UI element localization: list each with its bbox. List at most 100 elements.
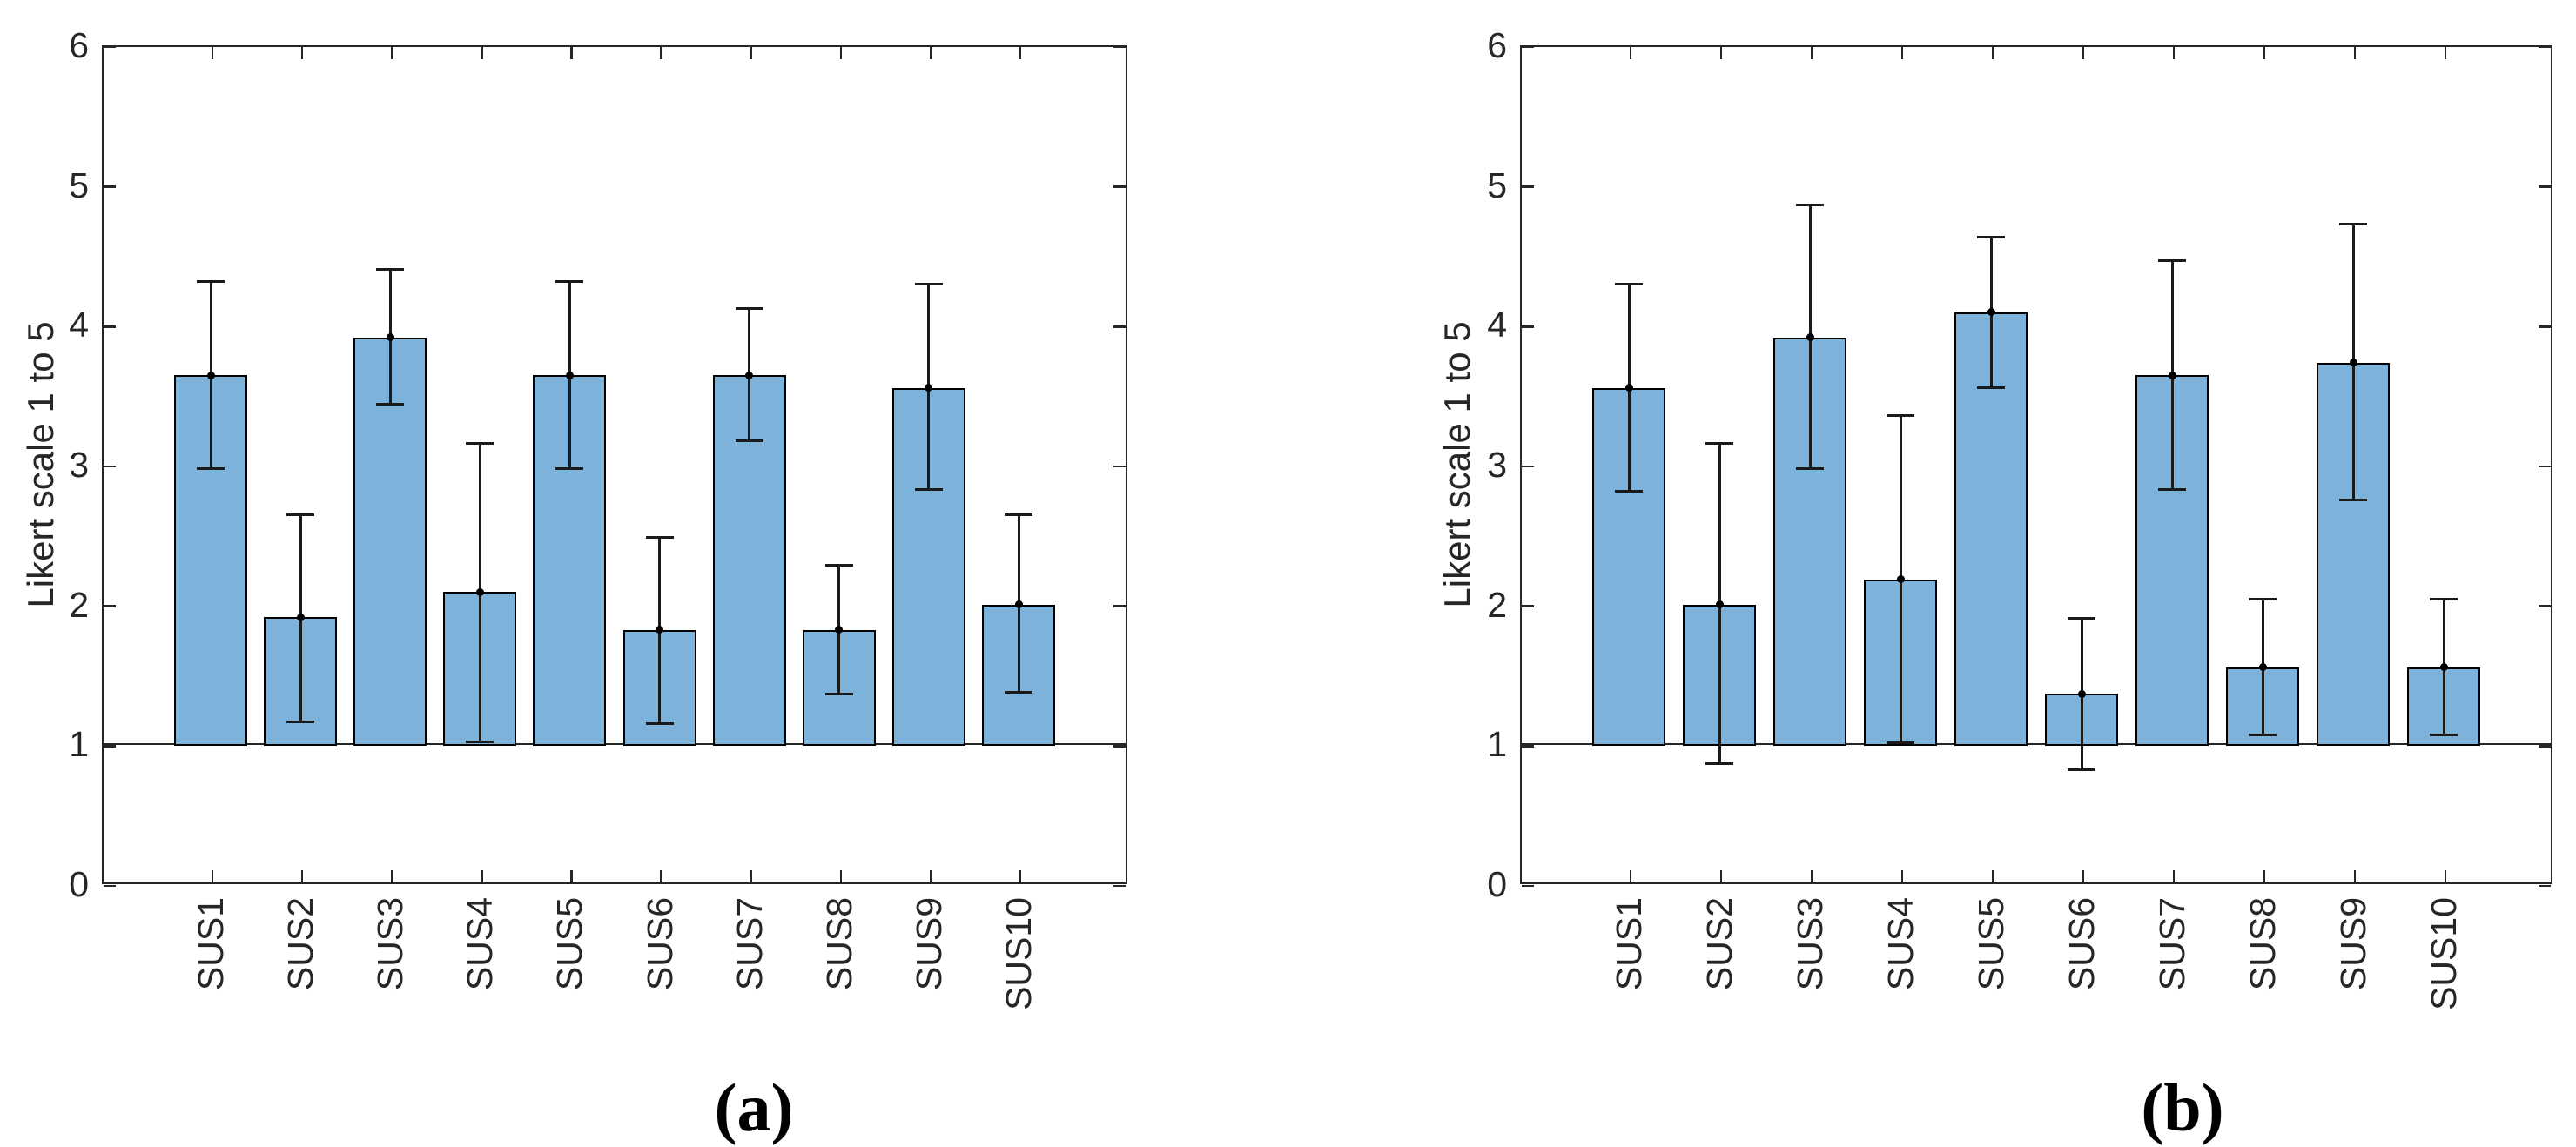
x-tick-label-SUS5: SUS5 (1971, 897, 2011, 991)
error-cap-top-SUS2 (1705, 442, 1733, 446)
mean-marker-SUS8 (2258, 663, 2267, 672)
mean-marker-SUS10 (1014, 600, 1023, 609)
error-cap-bottom-SUS4 (1887, 741, 1914, 745)
error-cap-bottom-SUS7 (2158, 488, 2186, 492)
x-tick-bottom (570, 870, 573, 882)
y-tick-right (1113, 884, 1126, 888)
error-cap-top-SUS3 (1796, 203, 1824, 206)
error-cap-top-SUS4 (1887, 414, 1914, 418)
x-tick-bottom (1629, 870, 1632, 882)
x-tick-top (929, 47, 932, 59)
x-tick-label-SUS5: SUS5 (549, 897, 590, 991)
plot-area-b (1520, 45, 2552, 888)
error-cap-bottom-SUS2 (286, 721, 315, 724)
y-tick-left (104, 325, 116, 328)
y-tick-right (2539, 45, 2551, 49)
error-cap-bottom-SUS4 (466, 740, 494, 743)
x-tick-label-SUS2: SUS2 (280, 897, 321, 991)
error-cap-top-SUS10 (1005, 513, 1032, 517)
x-tick-top (2172, 47, 2176, 59)
error-cap-bottom-SUS2 (1705, 762, 1733, 766)
error-cap-top-SUS9 (914, 283, 943, 286)
error-cap-top-SUS2 (286, 513, 315, 517)
mean-marker-SUS1 (206, 371, 215, 379)
y-tick-label: 3 (69, 445, 89, 485)
y-tick-label: 1 (1487, 724, 1507, 765)
x-tick-label-SUS9: SUS9 (2333, 897, 2373, 991)
x-tick-bottom (2444, 870, 2447, 882)
x-tick-bottom (750, 870, 752, 882)
y-tick-label: 1 (69, 724, 89, 765)
x-tick-top (481, 47, 483, 59)
error-cap-bottom-SUS1 (1615, 490, 1643, 493)
x-tick-top (300, 47, 304, 59)
x-tick-bottom (481, 870, 483, 882)
x-tick-bottom (2263, 870, 2266, 882)
y-tick-right (2539, 185, 2551, 188)
y-tick-left (1522, 45, 1534, 49)
y-tick-left (104, 605, 116, 607)
x-tick-label-SUS10: SUS10 (2424, 897, 2464, 1010)
y-tick-label: 3 (1487, 445, 1507, 485)
y-tick-right (2539, 465, 2551, 468)
x-tick-top (2444, 47, 2447, 59)
y-tick-label: 0 (1487, 864, 1507, 904)
y-tick-right (1113, 745, 1126, 748)
x-tick-top (1900, 47, 1904, 59)
y-tick-label: 2 (69, 584, 89, 625)
error-cap-bottom-SUS8 (824, 692, 853, 695)
error-cap-top-SUS7 (735, 306, 763, 310)
y-tick-right (1113, 605, 1126, 607)
mean-marker-SUS6 (2077, 689, 2086, 698)
y-tick-label: 6 (1487, 25, 1507, 65)
y-tick-label: 0 (69, 864, 89, 904)
error-cap-top-SUS5 (1977, 235, 2005, 238)
y-tick-right (1113, 465, 1126, 468)
x-tick-bottom (211, 870, 214, 882)
error-cap-bottom-SUS3 (1796, 467, 1824, 471)
x-tick-bottom (1810, 870, 1813, 882)
y-tick-label: 2 (1487, 584, 1507, 625)
x-tick-bottom (660, 870, 662, 882)
x-tick-label-SUS7: SUS7 (729, 897, 770, 991)
y-tick-left (104, 45, 116, 49)
x-tick-top (1019, 47, 1022, 59)
mean-marker-SUS5 (1987, 308, 1995, 317)
y-tick-right (2539, 325, 2551, 328)
x-tick-top (750, 47, 752, 59)
error-cap-top-SUS9 (2339, 223, 2367, 226)
y-tick-left (104, 745, 116, 748)
error-cap-top-SUS1 (1615, 283, 1643, 286)
x-tick-top (1810, 47, 1813, 59)
y-tick-label: 6 (69, 25, 89, 65)
y-tick-left (1522, 465, 1534, 468)
error-cap-bottom-SUS6 (645, 721, 674, 725)
y-tick-label: 4 (1487, 305, 1507, 345)
y-tick-left (1522, 745, 1534, 748)
x-tick-bottom (2172, 870, 2176, 882)
x-tick-label-SUS4: SUS4 (460, 897, 501, 991)
error-cap-bottom-SUS7 (735, 439, 763, 443)
y-tick-label: 4 (69, 305, 89, 345)
x-tick-label-SUS1: SUS1 (191, 897, 231, 991)
error-cap-bottom-SUS10 (2430, 733, 2458, 736)
y-tick-right (1113, 45, 1126, 49)
x-tick-label-SUS3: SUS3 (1790, 897, 1830, 991)
x-tick-bottom (390, 870, 393, 882)
x-tick-top (1629, 47, 1632, 59)
plot-area-a (102, 45, 1127, 888)
y-tick-left (104, 884, 116, 888)
x-tick-top (570, 47, 573, 59)
x-tick-label-SUS8: SUS8 (818, 897, 859, 991)
y-tick-left (104, 185, 116, 188)
error-cap-bottom-SUS9 (2339, 498, 2367, 501)
error-cap-bottom-SUS8 (2249, 733, 2277, 736)
error-cap-bottom-SUS6 (2068, 768, 2095, 771)
error-cap-bottom-SUS1 (197, 467, 225, 471)
mean-marker-SUS9 (925, 384, 933, 392)
error-cap-top-SUS6 (2068, 617, 2095, 620)
mean-marker-SUS4 (475, 587, 484, 596)
error-cap-bottom-SUS5 (1977, 386, 2005, 390)
x-tick-top (2353, 47, 2357, 59)
